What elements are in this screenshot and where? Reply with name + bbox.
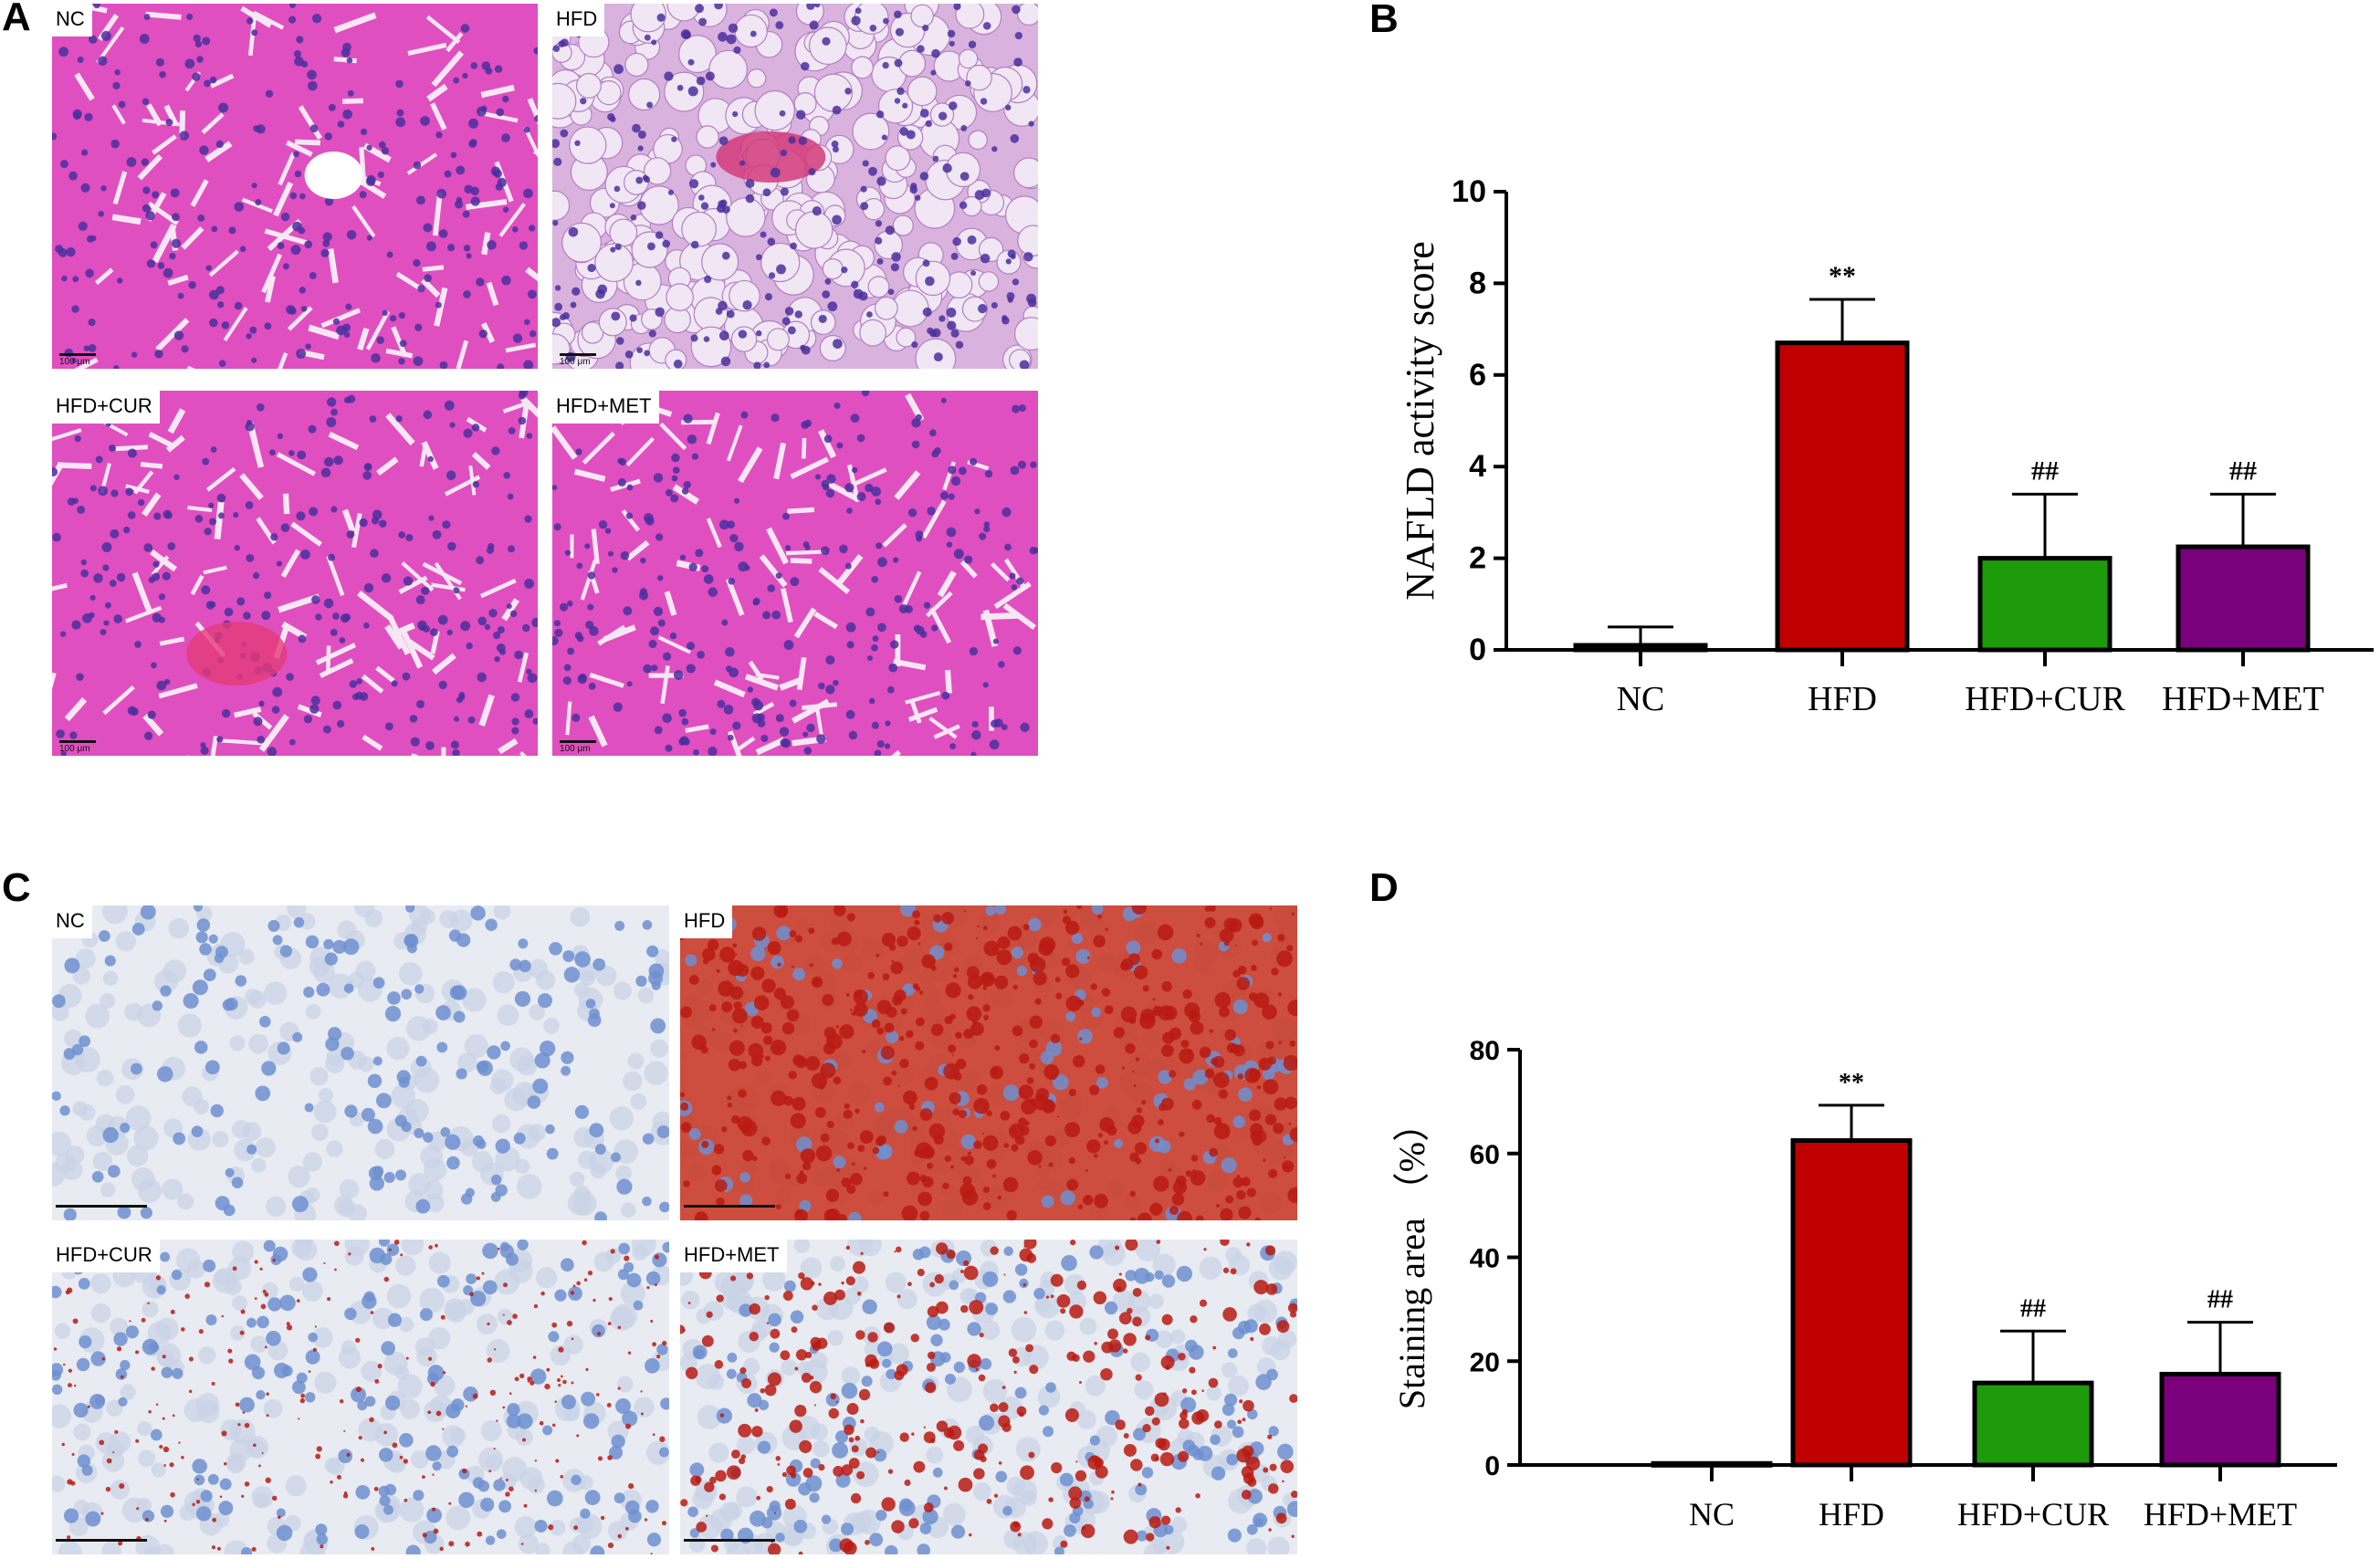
scale-bar-text: 100 μm bbox=[59, 357, 90, 367]
y-tick-label: 0 bbox=[1469, 633, 1486, 667]
bar-hfd-met bbox=[2159, 1371, 2281, 1468]
x-tick-label: HFD bbox=[1808, 680, 1877, 718]
y-tick-label: 60 bbox=[1470, 1140, 1500, 1170]
significance-mark: ## bbox=[2020, 1294, 2046, 1323]
y-tick-label: 8 bbox=[1469, 266, 1486, 300]
micrograph-c-hfd-cur: HFD+CUR bbox=[52, 1240, 669, 1554]
x-tick-label: HFD+MET bbox=[2162, 680, 2324, 718]
micrograph-c-hfd: HFD bbox=[680, 905, 1297, 1220]
significance-mark: ## bbox=[2207, 1286, 2233, 1314]
micrograph-label: NC bbox=[52, 905, 92, 938]
micrograph-a-hfd: HFD 100 μm bbox=[552, 4, 1038, 369]
scale-bar-text: 100 μm bbox=[59, 744, 90, 754]
bar-hfd-cur bbox=[1972, 1380, 2094, 1468]
y-tick-label: 4 bbox=[1469, 449, 1486, 484]
chart-b-nafld-score: NAFLD activity score 0 2 4 6 8 10 NC HFD ** HFD+CU… bbox=[1369, 137, 2374, 776]
panel-letter-b: B bbox=[1369, 0, 1399, 41]
x-tick-label: HFD+MET bbox=[2144, 1496, 2297, 1533]
micrograph-label: HFD+CUR bbox=[52, 391, 160, 424]
micrograph-a-hfd-met: HFD+MET 100 μm bbox=[552, 391, 1038, 756]
scale-bar bbox=[59, 740, 96, 743]
micrograph-label: HFD+MET bbox=[680, 1240, 787, 1272]
micrograph-label: HFD bbox=[552, 4, 605, 37]
bar-hfd bbox=[1775, 340, 1910, 653]
panel-letter-c: C bbox=[2, 865, 31, 910]
bar-nc bbox=[1573, 643, 1708, 653]
scale-bar bbox=[560, 740, 596, 743]
x-tick-label: NC bbox=[1617, 680, 1665, 718]
y-axis-label: Staining area （%） bbox=[1391, 1105, 1432, 1409]
significance-mark: ## bbox=[2031, 455, 2059, 486]
scale-bar bbox=[684, 1539, 775, 1542]
micrograph-a-hfd-cur: HFD+CUR 100 μm bbox=[52, 391, 538, 756]
y-tick-label: 80 bbox=[1470, 1036, 1500, 1066]
bar-hfd bbox=[1790, 1138, 1913, 1468]
micrograph-c-hfd-met: HFD+MET bbox=[680, 1240, 1297, 1554]
micrograph-c-nc: NC bbox=[52, 905, 669, 1220]
micrograph-label: HFD bbox=[680, 905, 733, 938]
micrograph-label: HFD+CUR bbox=[52, 1240, 160, 1272]
y-axis-label: NAFLD activity score bbox=[1398, 241, 1442, 600]
y-tick-label: 0 bbox=[1484, 1451, 1500, 1481]
scale-bar bbox=[684, 1205, 775, 1208]
x-tick-label: HFD+CUR bbox=[1957, 1496, 2109, 1533]
x-tick-label: HFD bbox=[1819, 1496, 1884, 1533]
y-tick-label: 40 bbox=[1470, 1244, 1500, 1274]
scale-bar bbox=[56, 1205, 147, 1208]
panel-letter-a: A bbox=[2, 0, 31, 39]
micrograph-a-nc: NC 100 μm bbox=[52, 4, 538, 369]
y-tick-label: 20 bbox=[1470, 1347, 1500, 1377]
y-tick-label: 2 bbox=[1469, 541, 1486, 576]
x-tick-label: NC bbox=[1689, 1496, 1735, 1533]
y-tick-label: 10 bbox=[1452, 174, 1486, 209]
chart-d-staining-area: Staining area （%） 0 20 40 60 80 NC HFD ** HFD+CUR… bbox=[1369, 1004, 2374, 1552]
bar-hfd-met bbox=[2176, 544, 2311, 653]
panel-letter-d: D bbox=[1369, 865, 1399, 910]
bar-nc bbox=[1651, 1460, 1773, 1468]
significance-mark: ** bbox=[1829, 261, 1856, 291]
bar-hfd-cur bbox=[1977, 556, 2113, 653]
scale-bar-text: 100 μm bbox=[560, 744, 591, 754]
scale-bar bbox=[59, 353, 96, 356]
micrograph-label: NC bbox=[52, 4, 92, 37]
scale-bar-text: 100 μm bbox=[560, 357, 591, 367]
micrograph-label: HFD+MET bbox=[552, 391, 659, 424]
significance-mark: ## bbox=[2229, 455, 2257, 486]
y-tick-label: 6 bbox=[1469, 358, 1486, 392]
significance-mark: ** bbox=[1839, 1069, 1864, 1097]
scale-bar bbox=[560, 353, 596, 356]
scale-bar bbox=[56, 1539, 147, 1542]
x-tick-label: HFD+CUR bbox=[1965, 680, 2125, 718]
